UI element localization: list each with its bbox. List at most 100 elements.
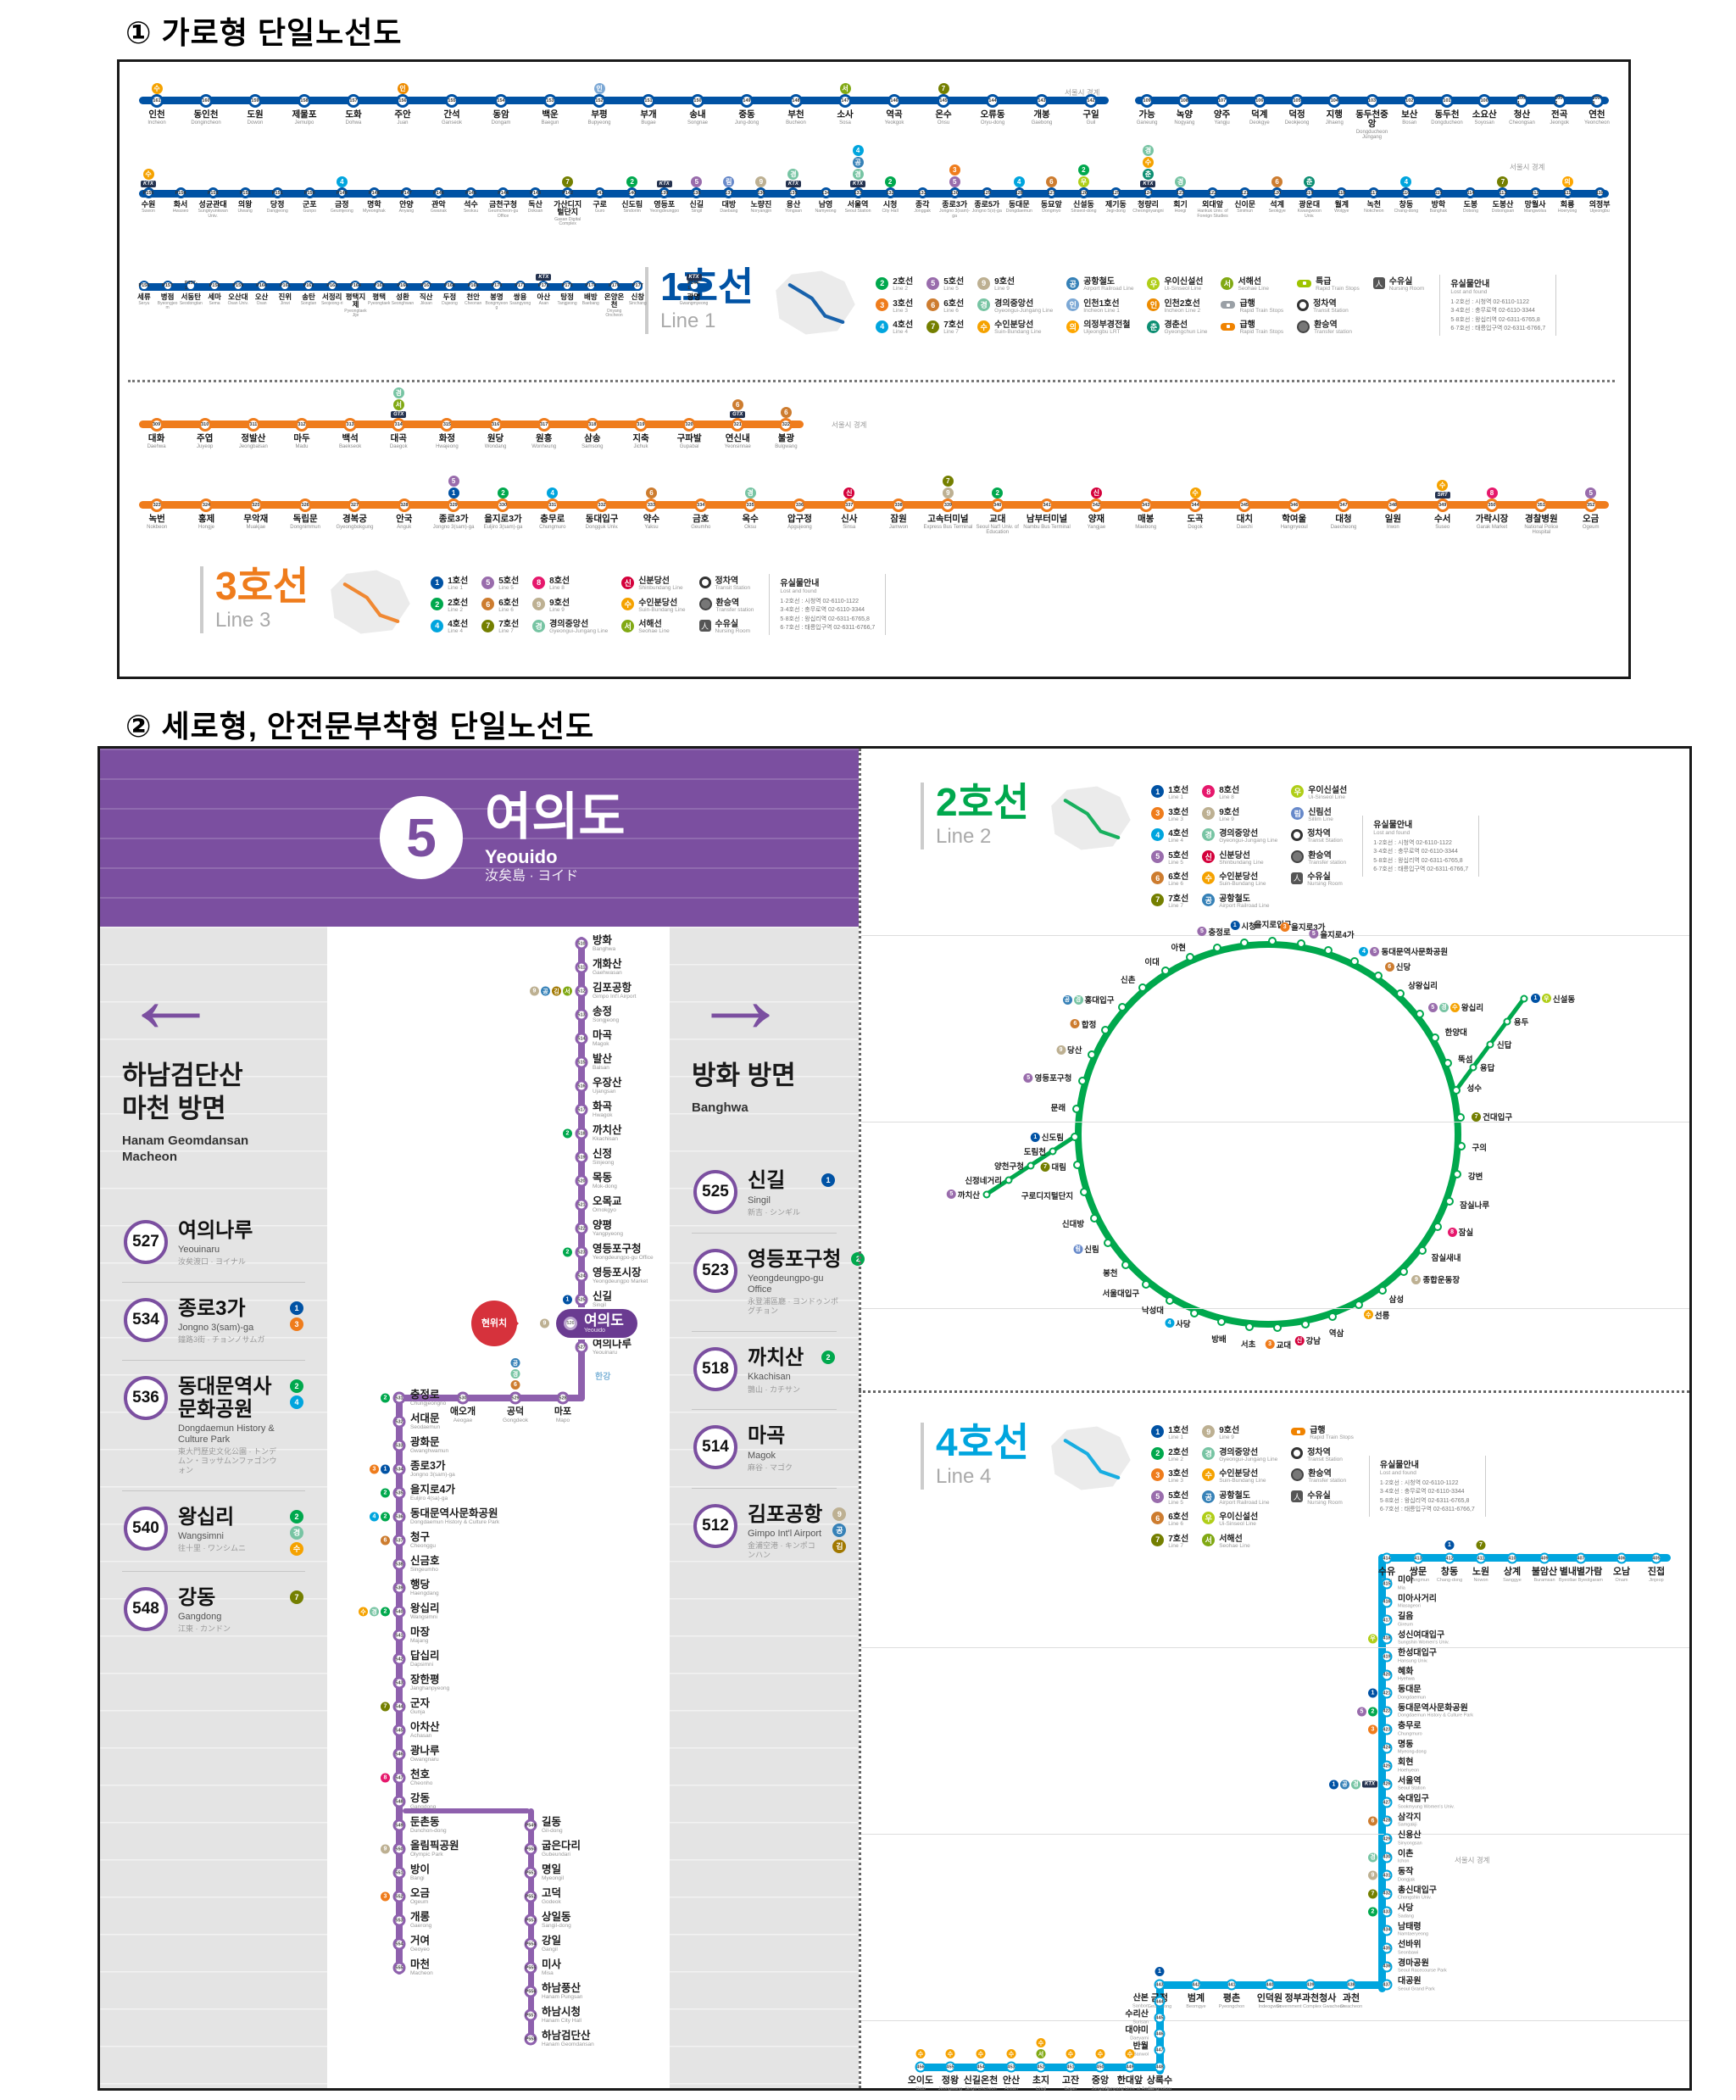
- station: P152 의왕 Uiwang: [229, 162, 261, 214]
- station: 경 335 옥수 Oksu: [726, 473, 775, 530]
- station-name-kr: 송탄: [302, 292, 315, 301]
- station-label: 숙대입구 Sookmyung Women's Univ.: [1398, 1795, 1455, 1810]
- legend-item: 9 9호선 Line 9: [532, 595, 608, 614]
- line-badge-l4: 4: [1013, 176, 1025, 187]
- lost-line: 3·4호선 : 충무로역 02-6110-3344: [1450, 308, 1535, 314]
- station: P164 평택지제 Pyeongtaek Jije: [344, 255, 368, 318]
- line-badge-l2: 2: [381, 1488, 390, 1498]
- station: 115 방학 Banghak: [1422, 162, 1455, 214]
- station-dot: 543: [392, 1676, 406, 1690]
- line-badge-l6: 6: [1070, 1019, 1080, 1029]
- legend-en: Transit Station: [1313, 307, 1349, 314]
- station-name-kr: 아산: [537, 292, 551, 301]
- station-name-en: Nambu Bus Terminal: [1023, 525, 1071, 531]
- station-name-kr: 오남: [1612, 1567, 1631, 1577]
- station-name-en: Nowon: [1473, 1577, 1488, 1583]
- station-name-kr: 석계: [1270, 200, 1284, 209]
- gtx-badge: GTX: [730, 411, 746, 418]
- station-dot: [1443, 1058, 1452, 1067]
- route-line: [578, 937, 585, 1401]
- station-label: 올림픽공원 Olympic Park: [410, 1840, 459, 1858]
- station-label: 영등포구청 Yeongdeungpo-gu Office: [593, 1243, 654, 1261]
- station-name-kr: 도봉: [1463, 200, 1478, 209]
- legend-text: 6호선 Line 6: [943, 296, 964, 315]
- line-badge-l1: 1: [1030, 1132, 1040, 1142]
- line-badge-sl: 림: [1073, 1244, 1083, 1254]
- station-label: 수리산 Surisan: [1125, 2009, 1149, 2025]
- legend-kr: 수유실: [715, 620, 739, 630]
- station: 107 양주 Yangju: [1203, 69, 1240, 125]
- station-label: 신정 Sinjeong: [593, 1148, 614, 1166]
- station: 346 학여울 Hangnyeoul: [1270, 473, 1319, 530]
- station-name-kr: 동작: [1398, 1867, 1414, 1877]
- station-label: 5 영등포구청: [1023, 1072, 1071, 1083]
- legend-en: Line 9: [549, 606, 565, 613]
- station-name-kr: 성균관대: [198, 200, 227, 209]
- line-chip-su: 수: [977, 320, 991, 333]
- station-name-en: Gwacheon: [1339, 2003, 1363, 2009]
- station: 6 127 동묘앞 Dongmyo: [1035, 162, 1067, 214]
- station-name-kr: 제기동: [1105, 200, 1127, 209]
- line-badge-sh: 서: [839, 83, 851, 94]
- station-name-kr: 경찰병원: [1525, 514, 1558, 524]
- line-title-en: Line 3: [215, 609, 271, 632]
- panel-station-name: 동대문역사 문화공원 Dongdaemun History & Culture P…: [178, 1376, 280, 1475]
- legend-kr: 수인분당선: [1219, 872, 1259, 882]
- station-name-en: Sosa: [839, 120, 851, 126]
- line-chip-l4: 4: [431, 619, 444, 632]
- station-name-kr: 약수: [643, 514, 660, 524]
- station: 인 152 부평 Bupyeong: [575, 69, 624, 125]
- station-dot: P156: [138, 281, 149, 291]
- station: 7 9 339 고속터미널 Express Bus Terminal: [923, 473, 972, 530]
- legend-text: 서해선 Seohae Line: [638, 616, 670, 635]
- legend-item: 환승역 Transfer station: [1291, 848, 1347, 866]
- station-dot: 319: [633, 418, 648, 432]
- station-dot: 314: [392, 418, 406, 432]
- legend-item: 우 우이신설선 Ui-Sinseol Line: [1147, 274, 1207, 292]
- station-name-kr: 서울역: [1398, 1776, 1422, 1786]
- legend-item: 4 4호선 Line 4: [1151, 826, 1188, 844]
- station-name-kr: 신도림: [1041, 1134, 1065, 1144]
- legend-text: 공항철도 Airport Railroad Line: [1219, 1488, 1269, 1507]
- line-chip-sh: 서: [1202, 1533, 1216, 1546]
- panel-station-number: 534: [124, 1297, 168, 1342]
- station-name-kr: 충정로: [410, 1388, 440, 1401]
- station-name-en: Songnae: [687, 120, 709, 126]
- legend-item: 공 공항철도 Airport Railroad Line: [1202, 891, 1277, 910]
- station: 4 128 동대문 Dongdaemun: [1003, 162, 1035, 214]
- station-name-en: Uiwang: [237, 209, 253, 214]
- station: P166 성환 Seonghwan: [391, 255, 415, 306]
- line-chip-l5: 5: [481, 576, 495, 589]
- station-label: 구로디지털단지: [1021, 1189, 1073, 1201]
- station-label: 수 선릉: [1363, 1309, 1389, 1321]
- station-label: 사당 Sadang: [1398, 1904, 1414, 1919]
- station-name-kr: 회기: [1173, 200, 1188, 209]
- station: 5 138 신길 Singil: [681, 162, 713, 214]
- station-name-en: Dongdaemun History & Culture Park: [1398, 1713, 1473, 1718]
- station-dot: 327: [348, 499, 362, 512]
- station-name-en: Euljiro 3(sam)-ga: [483, 525, 523, 531]
- station-label: 도림천: [1024, 1145, 1046, 1157]
- station-name-en: Yeonsinnae: [724, 444, 751, 450]
- panel-en: Yeouinaru: [178, 1244, 220, 1255]
- station: P173 탕정 Tangjeong: [555, 255, 579, 306]
- station-dot: 517: [575, 1103, 588, 1117]
- line-badge-l9: 9: [381, 1844, 390, 1854]
- station-name-en: Sinyongsan: [1398, 1841, 1422, 1847]
- station-name-kr: 과천: [1342, 1993, 1360, 2003]
- station-badges: 수: [1095, 2049, 1105, 2058]
- station-label: 굽은다리 Gubeundari: [542, 1840, 581, 1858]
- legend-kr: 경의중앙선: [1219, 1447, 1259, 1457]
- station: P146 관악 Gwanak: [422, 162, 454, 214]
- line-badge-l2: 2: [290, 1379, 303, 1394]
- station-dot: 510: [575, 937, 588, 950]
- legend-text: 수유실 Nursing Room: [1307, 1488, 1343, 1507]
- station-name-en: Yeoncheon: [1584, 120, 1610, 126]
- station-name-en: Onsu: [937, 120, 950, 126]
- station-name-kr: 수리산: [1125, 2009, 1149, 2019]
- station-dot: 120: [1271, 187, 1283, 198]
- station-dot: [1396, 989, 1405, 998]
- station-label: 고덕 Godeok: [542, 1887, 561, 1905]
